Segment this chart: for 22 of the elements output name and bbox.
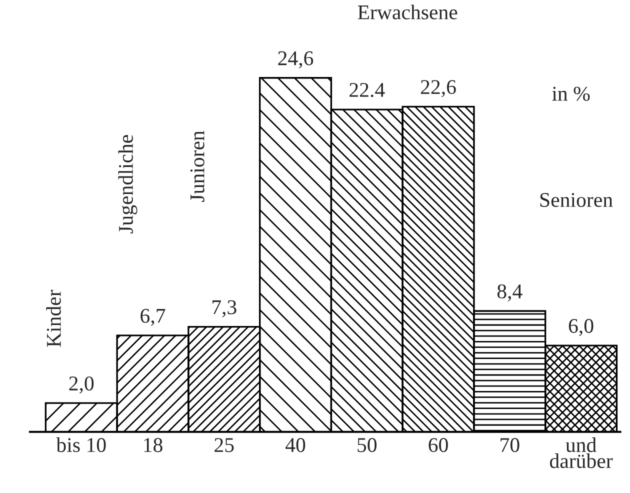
- annotation: in %: [552, 86, 590, 101]
- data-label: 24,6: [278, 51, 314, 68]
- data-label: 22,6: [420, 80, 456, 98]
- data-label: 2,0: [69, 376, 94, 394]
- data-label: 6,7: [140, 308, 166, 326]
- annotation: Jugendliche: [118, 135, 138, 234]
- data-label: 6,0: [568, 318, 594, 336]
- text: Erwachsene: [358, 4, 458, 20]
- annotation: Kinder: [46, 290, 61, 347]
- x-tick-label: 25: [214, 438, 234, 452]
- x-tick-label: 70: [500, 438, 520, 452]
- x-tick-label: 50: [358, 438, 377, 452]
- annotation: Senioren: [540, 192, 613, 207]
- x-tick-label: bis 10: [56, 437, 106, 452]
- data-label: 8,4: [497, 284, 522, 302]
- x-tick-label: 60: [428, 438, 448, 452]
- x-tick-label: und darüber: [550, 437, 613, 468]
- data-label: 22.4: [350, 82, 385, 98]
- annotation: Junioren: [190, 130, 204, 202]
- x-tick-label: 40: [286, 438, 306, 452]
- data-label: 7,3: [212, 300, 236, 318]
- x-tick-label: 18: [144, 438, 162, 452]
